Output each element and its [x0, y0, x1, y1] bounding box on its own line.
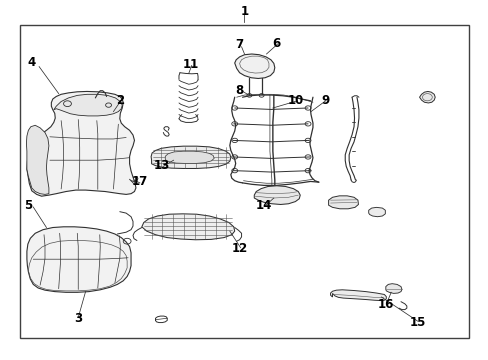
Polygon shape — [328, 196, 358, 209]
Polygon shape — [368, 207, 385, 217]
Polygon shape — [27, 227, 131, 292]
Text: 17: 17 — [131, 175, 147, 188]
Text: 6: 6 — [272, 37, 280, 50]
Text: 5: 5 — [24, 199, 32, 212]
Polygon shape — [330, 290, 386, 301]
Polygon shape — [54, 94, 122, 116]
Text: 2: 2 — [116, 94, 123, 107]
Polygon shape — [234, 54, 274, 78]
Text: 8: 8 — [235, 84, 243, 96]
Text: 7: 7 — [235, 39, 243, 51]
Text: 15: 15 — [409, 316, 426, 329]
Polygon shape — [419, 91, 434, 103]
Text: 3: 3 — [74, 312, 82, 325]
Polygon shape — [385, 284, 401, 293]
Text: 13: 13 — [153, 159, 169, 172]
Text: 11: 11 — [182, 58, 199, 71]
Text: 16: 16 — [377, 298, 394, 311]
Polygon shape — [27, 91, 136, 196]
Polygon shape — [165, 151, 214, 163]
Text: 10: 10 — [287, 94, 304, 107]
Polygon shape — [151, 146, 230, 168]
Polygon shape — [254, 186, 300, 204]
Text: 9: 9 — [321, 94, 328, 107]
Polygon shape — [26, 125, 49, 194]
Text: 1: 1 — [240, 5, 248, 18]
Text: 12: 12 — [231, 242, 247, 255]
Polygon shape — [142, 214, 234, 240]
Bar — [20, 25, 468, 338]
Text: 14: 14 — [255, 199, 272, 212]
Text: 4: 4 — [28, 57, 36, 69]
